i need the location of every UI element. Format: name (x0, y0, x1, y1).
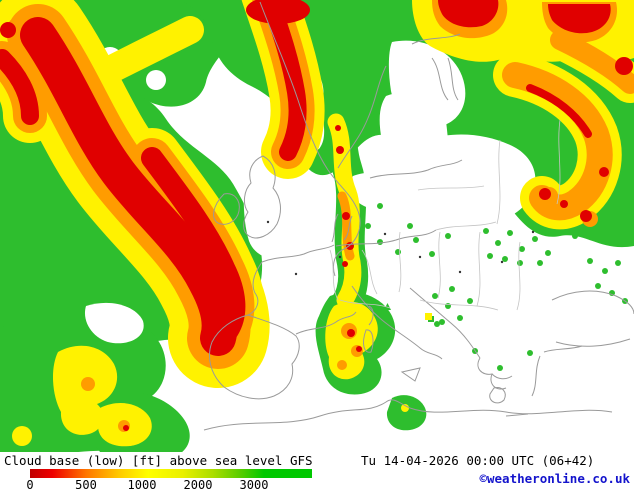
footer: Cloud base (low) [ft] above sea level GF… (0, 452, 634, 490)
legend-tick-2000: 2000 (183, 478, 213, 490)
weather-map (0, 0, 634, 452)
country-borders (329, 119, 561, 311)
city-dots (266, 220, 535, 276)
map-timestamp: Tu 14-04-2026 00:00 UTC (06+42) (361, 453, 595, 468)
copyright-link[interactable]: ©weatheronline.co.uk (479, 471, 630, 486)
legend-tick-3000: 3000 (239, 478, 269, 490)
legend-tick-0: 0 (26, 478, 34, 490)
legend-tick-500: 500 (75, 478, 97, 490)
legend-gradient-bar (30, 469, 312, 478)
green-speckles (365, 203, 628, 371)
legend-tick-1000: 1000 (127, 478, 157, 490)
cloud-layer-red (0, 0, 633, 431)
map-title: Cloud base (low) [ft] above sea level GF… (4, 453, 313, 468)
